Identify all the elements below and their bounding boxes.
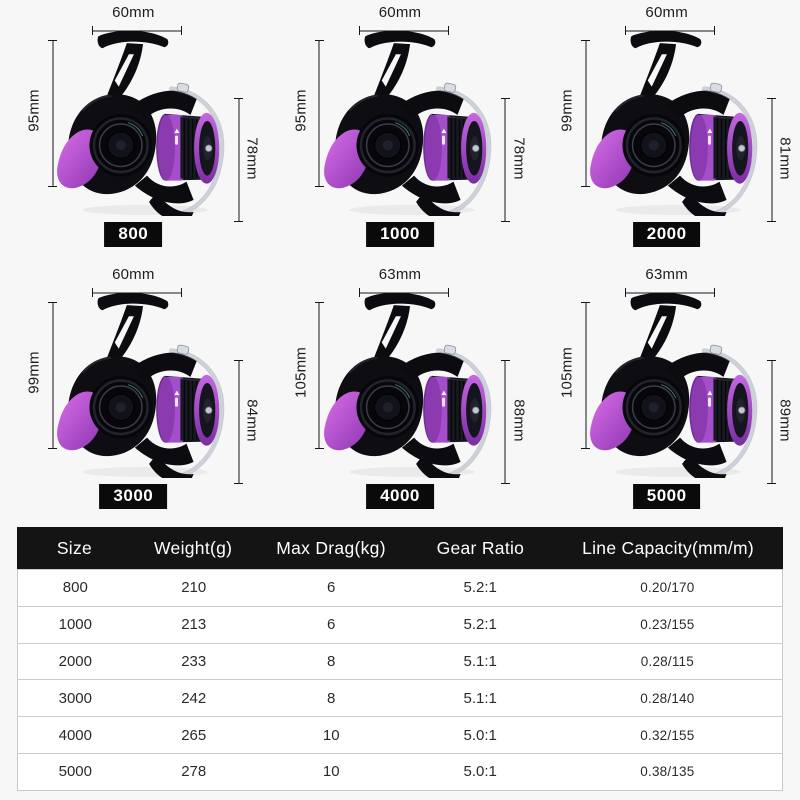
width-dimension-line (625, 288, 716, 297)
model-badge: 2000 (632, 222, 701, 247)
model-badge: 800 (104, 222, 163, 247)
table-row: 1000 213 6 5.2:1 0.23/155 (18, 605, 782, 643)
column-header-size: Size (56, 537, 93, 558)
model-badge: 3000 (99, 484, 168, 509)
table-row: 4000 265 10 5.0:1 0.32/155 (18, 716, 782, 753)
height-dimension-label-left: 105mm (558, 346, 576, 399)
height-dimension-line-left (581, 302, 591, 449)
spec-table-header: Size Weight(g) Max Drag(kg) Gear Ratio L… (17, 527, 783, 569)
cell-weight: 265 (181, 726, 207, 744)
height-dimension-label-left: 95mm (292, 89, 310, 132)
spool-dimension-label-right: 78mm (510, 137, 528, 180)
reel-image (585, 290, 763, 478)
table-row: 3000 242 8 5.1:1 0.28/140 (18, 679, 782, 716)
width-dimension-label: 60mm (645, 4, 688, 21)
width-dimension-label: 63mm (378, 266, 422, 283)
width-dimension-line (92, 26, 182, 35)
column-header-gear-ratio: Gear Ratio (436, 537, 525, 558)
reel-figure-5000: 63mm 105mm 89mm 5000 (533, 250, 800, 515)
cell-line-capacity: 0.28/115 (640, 653, 694, 669)
reel-image (585, 28, 763, 216)
model-badge: 5000 (632, 484, 701, 509)
cell-line-capacity: 0.23/155 (640, 617, 695, 633)
height-dimension-line-left (48, 302, 57, 449)
spool-dimension-line-right (500, 98, 510, 222)
spool-dimension-line-right (234, 98, 243, 222)
reel-image (319, 28, 497, 216)
cell-max-drag: 8 (327, 689, 336, 707)
spool-dimension-line-right (767, 360, 777, 484)
cell-size: 3000 (58, 689, 92, 707)
reel-figure-1000: 60mm 95mm 78mm 1000 (267, 0, 534, 250)
cell-line-capacity: 0.38/135 (640, 764, 695, 780)
cell-line-capacity: 0.32/155 (640, 727, 695, 743)
height-dimension-label-left: 99mm (558, 89, 576, 132)
cell-max-drag: 6 (327, 579, 336, 597)
reel-figure-grid: 60mm 95mm 78mm 800 60mm 95mm 78mm 1000 6… (0, 0, 800, 515)
cell-max-drag: 6 (327, 616, 336, 634)
table-row: 800 210 6 5.2:1 0.20/170 (18, 569, 782, 606)
cell-weight: 278 (181, 763, 207, 781)
model-badge: 4000 (366, 484, 434, 509)
cell-size: 1000 (58, 616, 92, 634)
reel-figure-2000: 60mm 99mm 81mm 2000 (533, 0, 800, 250)
cell-gear-ratio: 5.1:1 (463, 652, 497, 670)
width-dimension-line (625, 26, 716, 35)
spool-dimension-line-right (500, 360, 510, 484)
height-dimension-line-left (314, 302, 324, 449)
height-dimension-label-left: 95mm (25, 89, 43, 132)
column-header-line-capacity: Line Capacity(mm/m) (582, 537, 755, 558)
width-dimension-line (92, 288, 182, 297)
cell-line-capacity: 0.20/170 (640, 580, 695, 596)
cell-gear-ratio: 5.0:1 (463, 763, 497, 781)
table-row: 2000 233 8 5.1:1 0.28/115 (18, 642, 782, 680)
cell-size: 4000 (58, 726, 92, 744)
cell-max-drag: 10 (322, 763, 340, 781)
height-dimension-line-left (314, 40, 324, 187)
reel-figure-800: 60mm 95mm 78mm 800 (0, 0, 267, 250)
table-row: 5000 278 10 5.0:1 0.38/135 (18, 752, 782, 790)
cell-size: 2000 (58, 652, 92, 670)
cell-weight: 213 (181, 616, 207, 634)
height-dimension-label-left: 105mm (292, 346, 310, 399)
cell-gear-ratio: 5.1:1 (463, 689, 497, 707)
reel-figure-4000: 63mm 105mm 88mm 4000 (267, 250, 534, 515)
spool-dimension-line-right (234, 360, 243, 484)
spool-dimension-label-right: 84mm (243, 399, 261, 442)
cell-weight: 242 (181, 689, 207, 707)
spool-dimension-label-right: 88mm (510, 399, 528, 442)
cell-gear-ratio: 5.0:1 (463, 726, 497, 744)
width-dimension-label: 60mm (112, 266, 155, 283)
column-header-max-drag: Max Drag(kg) (276, 537, 386, 558)
model-badge: 1000 (366, 222, 434, 247)
width-dimension-line (358, 288, 449, 297)
cell-size: 800 (62, 579, 88, 597)
cell-size: 5000 (58, 763, 92, 781)
spool-dimension-label-right: 78mm (243, 137, 261, 180)
reel-figure-3000: 60mm 99mm 84mm 3000 (0, 250, 267, 515)
reel-image (52, 290, 230, 478)
width-dimension-label: 60mm (112, 4, 155, 21)
width-dimension-line (358, 26, 449, 35)
cell-weight: 233 (181, 652, 207, 670)
spec-table: Size Weight(g) Max Drag(kg) Gear Ratio L… (17, 527, 783, 791)
cell-line-capacity: 0.28/140 (640, 690, 695, 706)
spool-dimension-label-right: 89mm (776, 399, 794, 442)
cell-gear-ratio: 5.2:1 (463, 616, 497, 634)
width-dimension-label: 63mm (645, 266, 688, 283)
height-dimension-line-left (48, 40, 57, 187)
spool-dimension-label-right: 81mm (776, 137, 794, 180)
height-dimension-label-left: 99mm (25, 351, 43, 394)
cell-max-drag: 8 (327, 652, 336, 670)
reel-image (319, 290, 497, 478)
width-dimension-label: 60mm (378, 4, 422, 21)
height-dimension-line-left (581, 40, 591, 187)
cell-weight: 210 (181, 579, 207, 597)
column-header-weight: Weight(g) (154, 537, 233, 558)
cell-gear-ratio: 5.2:1 (463, 579, 497, 597)
cell-max-drag: 10 (322, 726, 340, 744)
spool-dimension-line-right (767, 98, 777, 222)
reel-image (52, 28, 230, 216)
